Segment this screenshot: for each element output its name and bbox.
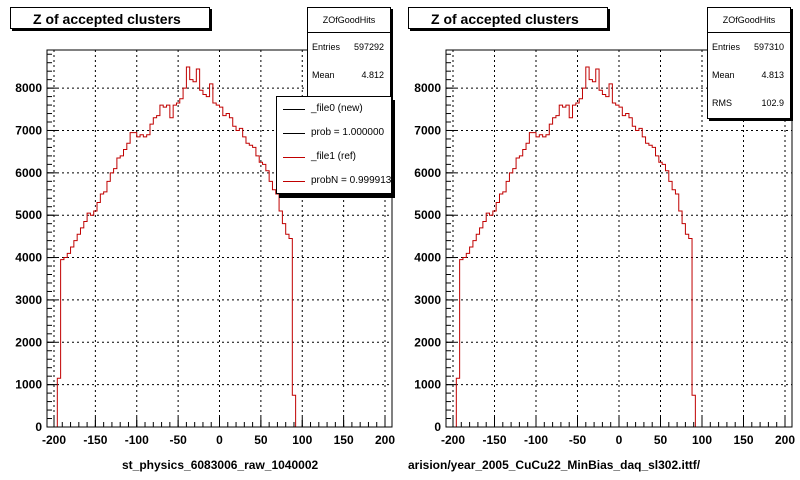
left-xtick-label-3: -50 — [169, 433, 187, 447]
left-stats-name: ZOfGoodHits — [308, 8, 390, 33]
right-chart-title: Z of accepted clusters — [408, 7, 608, 29]
left-xtick-label-4: 0 — [216, 433, 223, 447]
legend-swatch-new — [283, 109, 305, 110]
legend-label-probn: probN = 0.999913 — [311, 175, 392, 186]
left-xtick-label-2: -100 — [125, 433, 149, 447]
left-stats-row-entries: Entries 597292 — [308, 33, 390, 61]
left-xtick-label-1: -150 — [83, 433, 107, 447]
right-stats-mean-key: Mean — [712, 70, 735, 80]
right-stats-entries-key: Entries — [712, 42, 741, 52]
left-ytick-label-5: 5000 — [15, 208, 42, 222]
right-xtick-label-5: 50 — [654, 433, 668, 447]
right-ytick-label-4: 4000 — [414, 251, 441, 265]
legend-swatch-ref — [283, 157, 305, 158]
left-xtick-label-6: 100 — [292, 433, 312, 447]
left-stats-mean-value: 4.812 — [361, 70, 384, 80]
right-xtick-label-1: -150 — [482, 433, 506, 447]
right-xtick-label-6: 100 — [692, 433, 712, 447]
right-stats-row-rms: RMS 102.9 — [708, 89, 790, 117]
right-xtick-label-8: 200 — [775, 433, 795, 447]
right-xtick-label-2: -100 — [524, 433, 548, 447]
left-ytick-label-3: 3000 — [15, 293, 42, 307]
left-ytick-label-1: 1000 — [15, 378, 42, 392]
legend-label-prob: prob = 1.000000 — [311, 127, 385, 138]
legend-label-new: _file0 (new) — [311, 103, 363, 114]
left-ytick-label-2: 2000 — [15, 335, 42, 349]
legend-label-ref: _file1 (ref) — [311, 151, 357, 162]
right-x-axis-label: arision/year_2005_CuCu22_MinBias_daq_sl3… — [408, 458, 701, 472]
right-stats-rms-key: RMS — [712, 98, 732, 108]
left-stats-entries-value: 597292 — [353, 42, 384, 52]
left-ytick-label-8: 8000 — [15, 81, 42, 95]
right-xtick-label-7: 150 — [733, 433, 753, 447]
legend-box: _file0 (new) prob = 1.000000 _file1 (ref… — [276, 96, 392, 194]
left-xtick-label-8: 200 — [375, 433, 395, 447]
right-xtick-label-4: 0 — [616, 433, 623, 447]
legend-swatch-prob — [283, 133, 305, 134]
right-ytick-label-5: 5000 — [414, 208, 441, 222]
legend-item-new: _file0 (new) — [277, 97, 391, 121]
left-ytick-label-0: 0 — [35, 420, 42, 434]
left-stats-row-mean: Mean 4.812 — [308, 61, 390, 89]
left-x-axis-label: st_physics_6083006_raw_1040002 — [122, 458, 319, 472]
right-ytick-label-6: 6000 — [414, 166, 441, 180]
left-xtick-label-0: -200 — [42, 433, 66, 447]
left-stats-mean-key: Mean — [312, 70, 335, 80]
right-stats-row-mean: Mean 4.813 — [708, 61, 790, 89]
left-xtick-label-5: 50 — [254, 433, 268, 447]
right-ytick-label-0: 0 — [434, 420, 441, 434]
right-ytick-label-1: 1000 — [414, 378, 441, 392]
right-ytick-label-7: 7000 — [414, 123, 441, 137]
left-ytick-label-7: 7000 — [15, 123, 42, 137]
right-histogram-series — [453, 66, 699, 428]
legend-swatch-probn — [283, 181, 305, 182]
right-stats-box: ZOfGoodHits Entries 597310 Mean 4.813 RM… — [707, 7, 791, 119]
right-xtick-label-0: -200 — [441, 433, 465, 447]
legend-item-prob: prob = 1.000000 — [277, 121, 391, 145]
right-stats-name: ZOfGoodHits — [708, 8, 790, 33]
right-stats-rms-value: 102.9 — [761, 98, 784, 108]
left-xtick-label-7: 150 — [334, 433, 354, 447]
right-ytick-label-8: 8000 — [414, 81, 441, 95]
left-ytick-label-4: 4000 — [15, 251, 42, 265]
right-stats-entries-value: 597310 — [753, 42, 784, 52]
left-chart-title: Z of accepted clusters — [10, 7, 210, 29]
left-histogram-series — [54, 66, 299, 428]
right-chart-title-text: Z of accepted clusters — [431, 11, 579, 27]
legend-item-probn: probN = 0.999913 — [277, 169, 391, 193]
right-xtick-label-3: -50 — [569, 433, 587, 447]
right-ytick-label-3: 3000 — [414, 293, 441, 307]
left-chart-title-text: Z of accepted clusters — [33, 11, 181, 27]
right-stats-mean-value: 4.813 — [761, 70, 784, 80]
right-stats-row-entries: Entries 597310 — [708, 33, 790, 61]
legend-item-ref: _file1 (ref) — [277, 145, 391, 169]
left-ytick-label-6: 6000 — [15, 166, 42, 180]
left-stats-entries-key: Entries — [312, 42, 341, 52]
right-ytick-label-2: 2000 — [414, 335, 441, 349]
